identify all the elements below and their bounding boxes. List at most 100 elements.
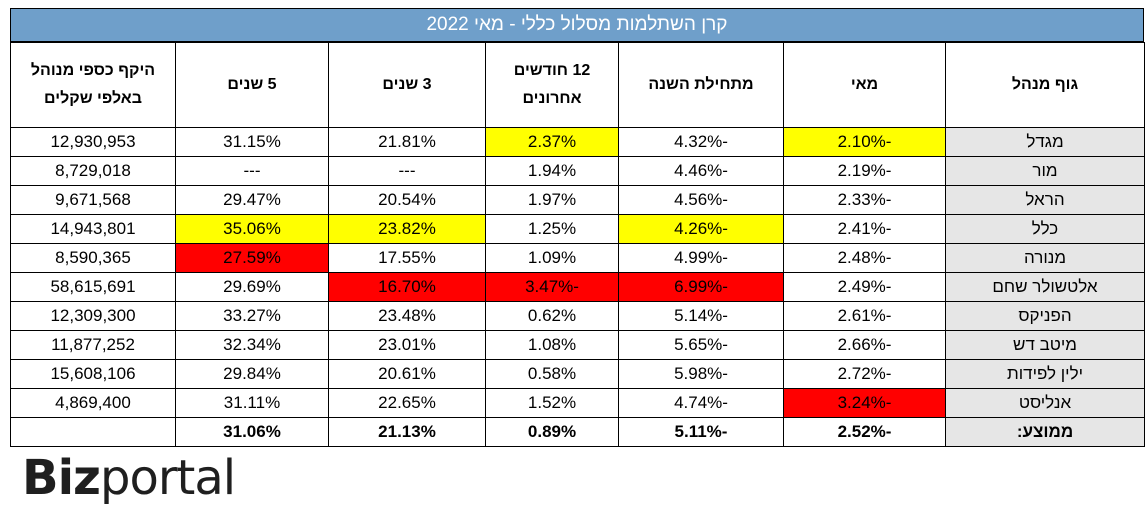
cell-3-years: 16.70% — [328, 272, 486, 302]
table-body: מגדל -2.10% -4.32% 2.37% 21.81% 31.15% 12,930,… — [10, 127, 1145, 447]
cell-may: -2.66% — [783, 330, 946, 360]
header-12-months: 12 חודשים אחרונים — [485, 42, 619, 128]
cell-12-months: 1.97% — [485, 185, 619, 215]
cell-ytd: -4.99% — [618, 243, 784, 273]
cell-ytd: -5.11% — [618, 417, 784, 447]
cell-aum: 8,729,018 — [10, 156, 176, 186]
table-title: קרן השתלמות מסלול כללי - מאי 2022 — [10, 8, 1144, 42]
cell-5-years: 29.69% — [175, 272, 329, 302]
cell-aum: 8,590,365 — [10, 243, 176, 273]
cell-aum: 15,608,106 — [10, 359, 176, 389]
table-row: כלל -2.41% -4.26% 1.25% 23.82% 35.06% 14,943,8… — [10, 214, 1145, 244]
cell-12-months: 0.62% — [485, 301, 619, 331]
table-row: הראל -2.33% -4.56% 1.97% 20.54% 29.47% 9,671,5… — [10, 185, 1145, 215]
table-row: אנליסט -3.24% -4.74% 1.52% 22.65% 31.11% 4,869… — [10, 388, 1145, 418]
cell-5-years: 29.84% — [175, 359, 329, 389]
table-row: הפניקס -2.61% -5.14% 0.62% 23.48% 33.27% 12,30… — [10, 301, 1145, 331]
cell-12-months: 1.09% — [485, 243, 619, 273]
cell-5-years: 35.06% — [175, 214, 329, 244]
cell-aum: 12,930,953 — [10, 127, 176, 157]
cell-aum — [10, 417, 176, 447]
header-row: גוף מנהל מאי מתחילת השנה 12 חודשים אחרונ… — [10, 42, 1145, 128]
cell-ytd: -6.99% — [618, 272, 784, 302]
cell-manager: ילין לפידות — [945, 359, 1145, 389]
cell-manager: אלטשולר שחם — [945, 272, 1145, 302]
cell-may: -2.41% — [783, 214, 946, 244]
cell-3-years: 20.61% — [328, 359, 486, 389]
cell-5-years: 29.47% — [175, 185, 329, 215]
cell-3-years: 22.65% — [328, 388, 486, 418]
cell-3-years: 17.55% — [328, 243, 486, 273]
cell-ytd: -4.26% — [618, 214, 784, 244]
cell-manager: הראל — [945, 185, 1145, 215]
cell-12-months: 1.08% — [485, 330, 619, 360]
table-row: ילין לפידות -2.72% -5.98% 0.58% 20.61% 29.84%… — [10, 359, 1145, 389]
cell-12-months: 1.94% — [485, 156, 619, 186]
cell-manager: אנליסט — [945, 388, 1145, 418]
cell-may: -2.61% — [783, 301, 946, 331]
logo-portal: portal — [99, 450, 236, 506]
cell-ytd: -5.98% — [618, 359, 784, 389]
cell-ytd: -4.56% — [618, 185, 784, 215]
cell-ytd: -4.46% — [618, 156, 784, 186]
cell-may: -2.19% — [783, 156, 946, 186]
cell-manager: כלל — [945, 214, 1145, 244]
returns-table: גוף מנהל מאי מתחילת השנה 12 חודשים אחרונ… — [10, 42, 1145, 447]
cell-manager: מיטב דש — [945, 330, 1145, 360]
cell-aum: 11,877,252 — [10, 330, 176, 360]
cell-aum: 4,869,400 — [10, 388, 176, 418]
average-row: ממוצע: -2.52% -5.11% 0.89% 21.13% 31.06% — [10, 417, 1145, 447]
cell-12-months: 0.89% — [485, 417, 619, 447]
cell-ytd: -4.74% — [618, 388, 784, 418]
cell-aum: 58,615,691 — [10, 272, 176, 302]
cell-aum: 12,309,300 — [10, 301, 176, 331]
cell-5-years: 33.27% — [175, 301, 329, 331]
cell-3-years: 23.01% — [328, 330, 486, 360]
cell-ytd: -5.14% — [618, 301, 784, 331]
cell-aum: 14,943,801 — [10, 214, 176, 244]
cell-5-years: --- — [175, 156, 329, 186]
cell-5-years: 31.11% — [175, 388, 329, 418]
header-ytd: מתחילת השנה — [618, 42, 784, 128]
cell-may: -3.24% — [783, 388, 946, 418]
cell-3-years: 23.82% — [328, 214, 486, 244]
cell-manager: מנורה — [945, 243, 1145, 273]
header-5-years: 5 שנים — [175, 42, 329, 128]
cell-aum: 9,671,568 — [10, 185, 176, 215]
header-aum: היקף כספי מנוהל באלפי שקלים — [10, 42, 176, 128]
cell-5-years: 27.59% — [175, 243, 329, 273]
cell-ytd: -4.32% — [618, 127, 784, 157]
table-row: מיטב דש -2.66% -5.65% 1.08% 23.01% 32.34% 11,8… — [10, 330, 1145, 360]
cell-may: -2.72% — [783, 359, 946, 389]
cell-5-years: 31.15% — [175, 127, 329, 157]
cell-3-years: 20.54% — [328, 185, 486, 215]
cell-may: -2.10% — [783, 127, 946, 157]
cell-may: -2.52% — [783, 417, 946, 447]
cell-3-years: 21.81% — [328, 127, 486, 157]
cell-manager: מור — [945, 156, 1145, 186]
cell-may: -2.33% — [783, 185, 946, 215]
cell-5-years: 31.06% — [175, 417, 329, 447]
returns-table-sheet: קרן השתלמות מסלול כללי - מאי 2022 גוף מנ… — [10, 8, 1145, 447]
cell-3-years: --- — [328, 156, 486, 186]
cell-5-years: 32.34% — [175, 330, 329, 360]
table-row: אלטשולר שחם -2.49% -6.99% -3.47% 16.70% 29.69… — [10, 272, 1145, 302]
cell-12-months: -3.47% — [485, 272, 619, 302]
cell-may: -2.48% — [783, 243, 946, 273]
table-row: מגדל -2.10% -4.32% 2.37% 21.81% 31.15% 12,930,… — [10, 127, 1145, 157]
cell-12-months: 1.25% — [485, 214, 619, 244]
cell-12-months: 2.37% — [485, 127, 619, 157]
table-row: מנורה -2.48% -4.99% 1.09% 17.55% 27.59% 8,590,… — [10, 243, 1145, 273]
cell-manager: מגדל — [945, 127, 1145, 157]
average-label: ממוצע: — [945, 417, 1145, 447]
cell-12-months: 0.58% — [485, 359, 619, 389]
bizportal-logo: Biz portal — [22, 450, 236, 506]
cell-may: -2.49% — [783, 272, 946, 302]
header-3-years: 3 שנים — [328, 42, 486, 128]
cell-3-years: 21.13% — [328, 417, 486, 447]
cell-ytd: -5.65% — [618, 330, 784, 360]
header-may: מאי — [783, 42, 946, 128]
logo-biz: Biz — [22, 450, 101, 506]
cell-12-months: 1.52% — [485, 388, 619, 418]
table-row: מור -2.19% -4.46% 1.94% --- --- 8,729,018 — [10, 156, 1145, 186]
